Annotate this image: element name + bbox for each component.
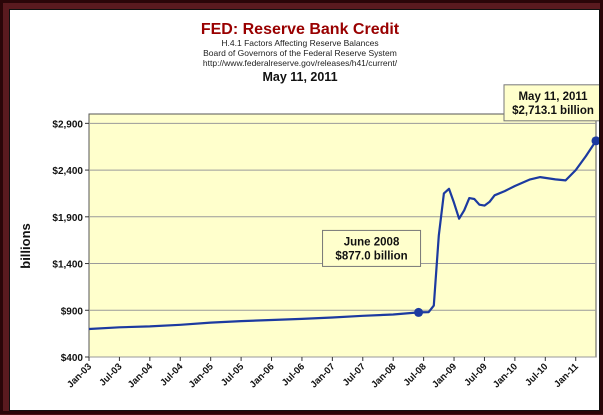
x-tick-label: Jul-06 (280, 361, 307, 388)
x-tick-label: Jul-07 (341, 361, 368, 388)
x-tick-label: Jan-07 (308, 361, 337, 390)
x-axis-ticks: Jan-03 Jul-03 Jan-04 Jul-04 Jan-05 Jul-05 Jan-… (65, 357, 581, 390)
x-tick-label: Jul-05 (219, 361, 247, 389)
x-tick-label: Jul-10 (523, 361, 550, 388)
y-tick-label: $2,900 (52, 119, 83, 130)
x-tick-label: Jan-04 (126, 361, 156, 391)
x-tick-label: Jul-03 (97, 361, 124, 388)
x-tick-label: Jan-11 (552, 361, 581, 390)
x-tick-label: Jan-05 (187, 361, 217, 391)
x-tick-label: Jul-09 (462, 361, 489, 388)
chart-panel: FED: Reserve Bank Credit H.4.1 Factors A… (9, 9, 603, 411)
x-tick-label: Jul-04 (158, 361, 186, 389)
x-tick-label: Jan-06 (248, 361, 277, 390)
chart-subtitle-2: Board of Governors of the Federal Reserv… (203, 48, 397, 58)
gridlines (89, 122, 596, 358)
x-tick-label: Jan-10 (491, 361, 520, 390)
annotation-box-june-2008 (322, 229, 422, 267)
y-tick-label: $2,400 (52, 166, 83, 177)
chart-date: May 11, 2011 (262, 70, 337, 84)
y-axis-label: billions (18, 223, 33, 269)
annotation-text-june-2008: June 2008 (344, 236, 400, 248)
chart-subtitle-1: H.4.1 Factors Affecting Reserve Balances (221, 38, 378, 48)
chart-title: FED: Reserve Bank Credit (201, 21, 400, 38)
marker-june-2008 (414, 307, 424, 317)
markers-group (414, 136, 601, 317)
series-line (88, 140, 597, 331)
annotations-group: June 2008 $877.0 billion May 11, 2011 $2,71… (322, 84, 603, 267)
x-tick-label: Jan-03 (65, 361, 94, 390)
marker-may-2011 (591, 136, 601, 146)
y-tick-label: $400 (61, 353, 84, 364)
annotation-text-june-2008: $877.0 billion (335, 250, 407, 262)
x-tick-label: Jul-08 (402, 361, 429, 388)
y-tick-label: $1,400 (52, 260, 83, 271)
x-tick-label: Jan-09 (430, 361, 459, 390)
y-tick-label: $1,900 (52, 213, 83, 224)
annotation-text-may-2011: May 11, 2011 (518, 91, 588, 103)
y-tick-label: $900 (61, 306, 84, 317)
y-axis-ticks: $400 $900 $1,400 $1,900 $2,400 $2,900 (52, 119, 89, 364)
annotation-text-may-2011: $2,713.1 billion (512, 105, 594, 117)
chart-subtitle-3: http://www.federalreserve.gov/releases/h… (203, 58, 398, 68)
x-tick-label: Jan-08 (369, 361, 398, 390)
chart-svg: FED: Reserve Bank Credit H.4.1 Factors A… (18, 21, 603, 390)
series-group (88, 140, 597, 331)
